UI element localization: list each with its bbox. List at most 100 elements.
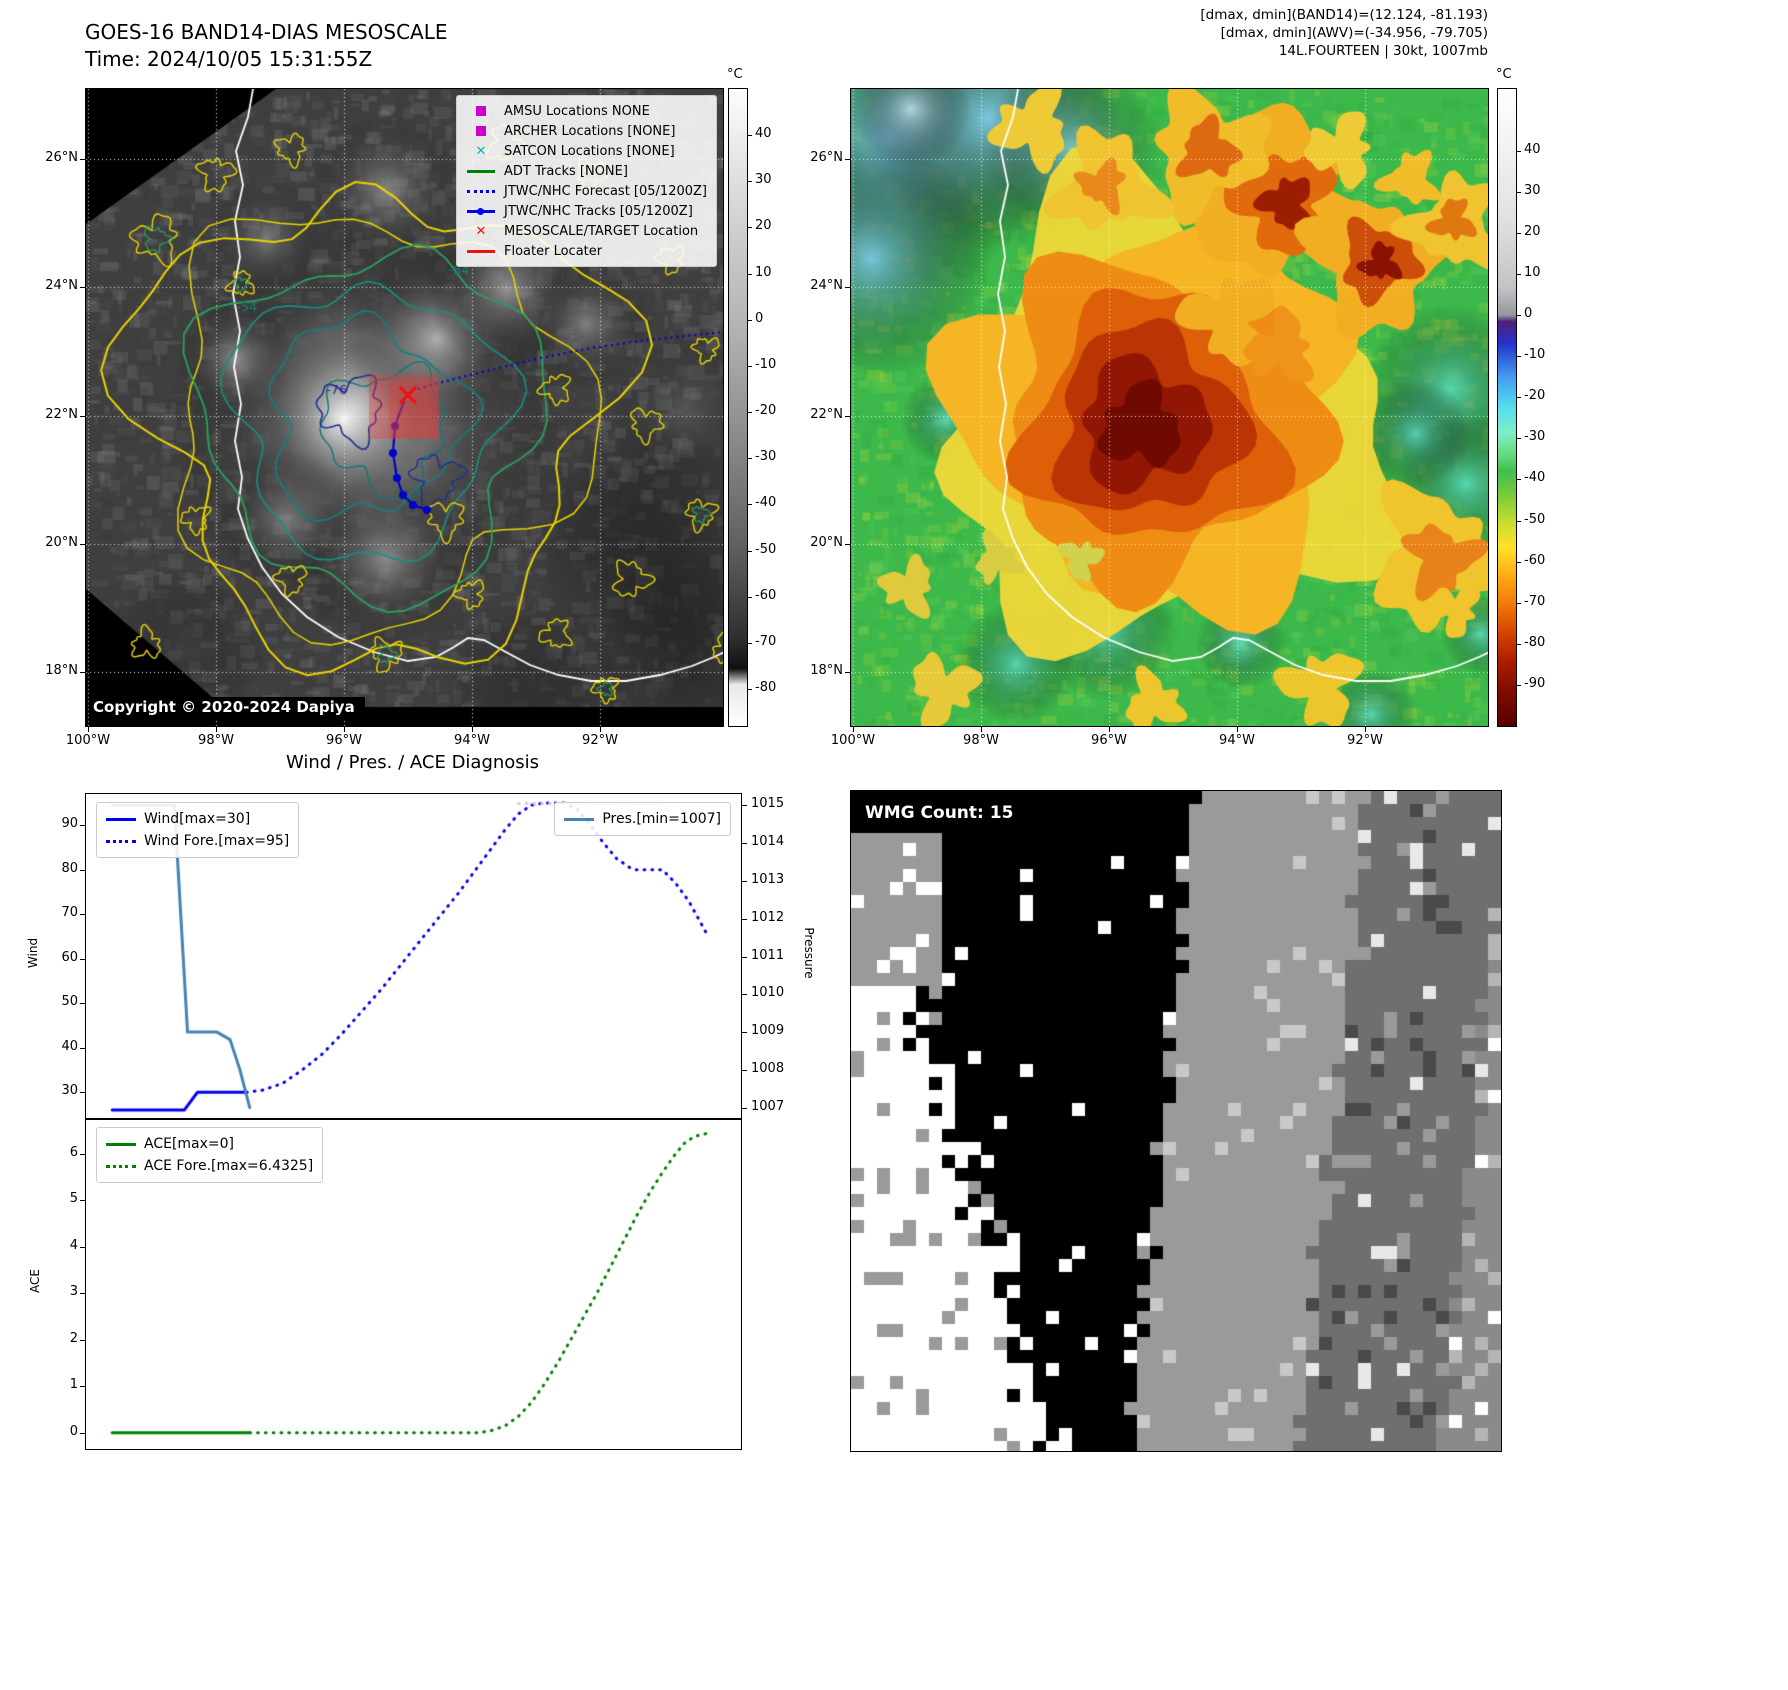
colorbar-tick-mark [1516, 356, 1521, 358]
legend-linedot-swatch [467, 207, 495, 215]
lon-tick-mark [472, 726, 473, 732]
y-tick-mark [80, 914, 86, 916]
colorbar-tick-mark [1516, 602, 1521, 604]
colorbar-tick-label: -50 [1524, 511, 1546, 527]
y2-tick-mark [741, 918, 747, 920]
awv-colorbar: °C 40 30 20 10 0 -10 -20 -30 -40 -50 -60 -70 -80 -90 [1496, 67, 1545, 727]
lon-tick-mark [216, 726, 217, 732]
line-marker [466, 169, 496, 173]
y-tick-mark [80, 1003, 86, 1005]
lon-tick-label: 96°W [326, 733, 362, 748]
wmg-panel: WMG Count: 15 [850, 790, 1502, 1452]
chart-legend-label: ACE Fore.[max=6.4325] [144, 1158, 314, 1174]
legend-line-swatch [467, 249, 495, 253]
lat-tick-label: 22°N [45, 407, 78, 422]
y-tick-mark [80, 869, 86, 871]
awv-header-storm-info: 14L.FOURTEEN | 30kt, 1007mb [1278, 43, 1488, 59]
y2-tick-mark [741, 880, 747, 882]
colorbar-tick-mark [747, 365, 752, 367]
colorbar-tick-mark [747, 458, 752, 460]
diagnosis-title: Wind / Pres. / ACE Diagnosis [285, 752, 540, 773]
legend-item: ✕ MESOSCALE/TARGET Location [466, 221, 707, 241]
awv-header: [dmax, dmin](BAND14)=(12.124, -81.193) [… [988, 6, 1488, 60]
y2-tick-label: 1015 [751, 796, 785, 812]
y-tick-mark [80, 958, 86, 960]
legend-item-label: SATCON Locations [NONE] [504, 143, 675, 159]
lon-tick-label: 98°W [198, 733, 234, 748]
y-tick-mark [80, 1339, 86, 1341]
chart-legend-item: Pres.[min=1007] [564, 808, 721, 830]
chart-legend-label: ACE[max=0] [144, 1136, 235, 1152]
colorbar-tick-label: 40 [1524, 141, 1541, 157]
y-tick-label: 60 [61, 949, 78, 965]
colorbar-tick-label: -80 [1524, 634, 1546, 650]
y-tick-mark [80, 1386, 86, 1388]
lat-tick-label: 22°N [810, 407, 843, 422]
lon-tick-label: 92°W [1347, 733, 1383, 748]
lat-tick-label: 20°N [45, 535, 78, 550]
band14-title: GOES-16 BAND14-DIAS MESOSCALE [85, 20, 448, 44]
lat-tick-label: 26°N [45, 150, 78, 165]
colorbar-tick-label: -30 [1524, 429, 1546, 445]
legend-line-swatch [467, 169, 495, 173]
legend-dotted-swatch [467, 189, 495, 193]
legend-dotted-swatch [106, 839, 136, 843]
colorbar-tick-mark [747, 504, 752, 506]
y-tick-label: 30 [61, 1083, 78, 1099]
colorbar-tick-label: -40 [1524, 470, 1546, 486]
y-tick-mark [80, 825, 86, 827]
colorbar-tick-mark [747, 227, 752, 229]
lat-tick-mark [80, 544, 86, 545]
colorbar-tick-mark [1516, 643, 1521, 645]
lat-tick-label: 18°N [45, 663, 78, 678]
colorbar-tick-label: 30 [755, 172, 772, 188]
dotted-marker [106, 839, 136, 843]
line-marker [466, 249, 496, 253]
colorbar-tick-label: 30 [1524, 182, 1541, 198]
awv-colorbar-unit: °C [1496, 67, 1512, 82]
lat-tick-mark [845, 159, 851, 160]
chart-legend-label: Wind[max=30] [144, 811, 251, 827]
lat-tick-label: 24°N [810, 278, 843, 293]
lat-tick-mark [845, 544, 851, 545]
y-tick-mark [80, 1200, 86, 1202]
colorbar-tick-mark [1516, 150, 1521, 152]
colorbar-tick-mark [1516, 479, 1521, 481]
lat-tick-mark [845, 287, 851, 288]
colorbar-tick-mark [1516, 520, 1521, 522]
y-tick-label: 1 [69, 1377, 78, 1393]
y-tick-label: 80 [61, 860, 78, 876]
legend-item: ARCHER Locations [NONE] [466, 121, 707, 141]
colorbar-tick-label: -10 [755, 356, 777, 372]
legend-item-label: ADT Tracks [NONE] [504, 163, 628, 179]
colorbar-tick-label: -20 [1524, 388, 1546, 404]
colorbar-tick-mark [1516, 438, 1521, 440]
legend-item-label: JTWC/NHC Tracks [05/1200Z] [504, 203, 693, 219]
y-tick-mark [80, 1047, 86, 1049]
y2-tick-label: 1009 [751, 1023, 785, 1039]
colorbar-tick-label: -50 [755, 541, 777, 557]
lat-tick-label: 24°N [45, 278, 78, 293]
ace-chart: ACE 0 1 2 3 4 5 6 ACE[max=0] ACE Fore.[max=6.432… [28, 1118, 742, 1450]
y2-tick-mark [741, 1032, 747, 1034]
lon-tick-label: 100°W [65, 733, 111, 748]
colorbar-tick-label: 40 [755, 126, 772, 142]
chart-legend-label: Pres.[min=1007] [602, 811, 721, 827]
awv-header-band14-range: [dmax, dmin](BAND14)=(12.124, -81.193) [1200, 7, 1488, 23]
y-tick-label: 4 [69, 1237, 78, 1253]
chart-legend-item: ACE[max=0] [106, 1133, 313, 1155]
lat-tick-label: 18°N [810, 663, 843, 678]
y2-tick-label: 1008 [751, 1060, 785, 1076]
copyright-label: Copyright © 2020-2024 Dapiya [89, 697, 365, 718]
chart-legend-label: Wind Fore.[max=95] [144, 833, 290, 849]
y-tick-label: 3 [69, 1284, 78, 1300]
dotted-marker [106, 1164, 136, 1168]
y-tick-label: 0 [69, 1423, 78, 1439]
lon-tick-mark [853, 726, 854, 732]
lon-tick-mark [600, 726, 601, 732]
y2-tick-label: 1011 [751, 947, 785, 963]
chart-legend: ACE[max=0] ACE Fore.[max=6.4325] [96, 1127, 324, 1183]
colorbar-tick-mark [1516, 397, 1521, 399]
colorbar-tick-label: -60 [1524, 552, 1546, 568]
